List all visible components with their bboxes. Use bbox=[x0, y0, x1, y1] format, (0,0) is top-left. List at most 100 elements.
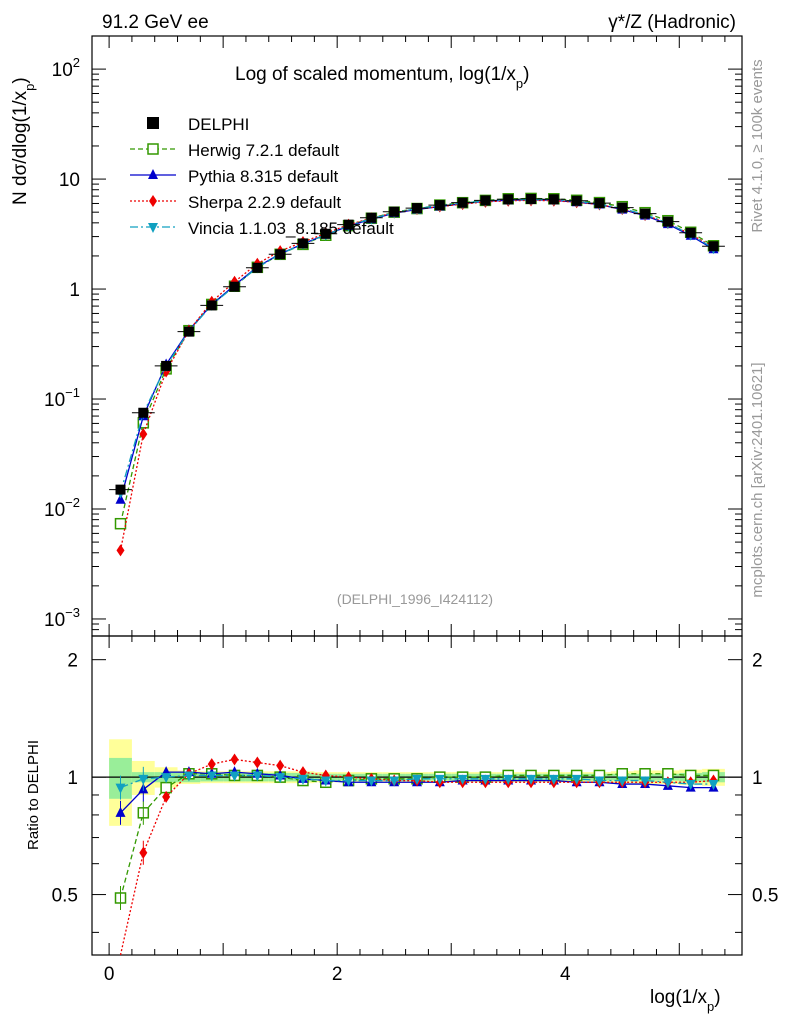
data-point bbox=[275, 249, 286, 260]
series-point-ratio bbox=[571, 774, 582, 785]
series-point-ratio bbox=[207, 758, 216, 771]
data-point bbox=[229, 281, 240, 292]
series-point-ratio bbox=[412, 774, 422, 785]
data-point bbox=[571, 195, 582, 206]
data-point bbox=[594, 198, 605, 209]
data-point bbox=[138, 407, 149, 418]
ratio-y-axis-label: Ratio to DELPHI bbox=[25, 740, 42, 850]
series-line-main-2 bbox=[119, 199, 714, 551]
series-point-ratio bbox=[297, 774, 308, 785]
series-point-ratio bbox=[526, 774, 537, 785]
y-tick-label: 102 bbox=[52, 55, 80, 81]
series-line-main-1 bbox=[119, 199, 714, 500]
legend-marker-3 bbox=[148, 223, 158, 233]
data-point bbox=[685, 227, 696, 238]
series-layer bbox=[114, 192, 720, 956]
series-point-main bbox=[116, 544, 125, 557]
data-point bbox=[206, 300, 217, 311]
series-point-main bbox=[115, 493, 126, 504]
legend-marker-2 bbox=[149, 195, 157, 207]
x-axis-label: log(1/xp) bbox=[650, 987, 721, 1014]
data-point bbox=[412, 203, 422, 214]
y-tick-label: 1 bbox=[69, 280, 80, 301]
legend-label-0: Herwig 7.2.1 default bbox=[188, 141, 339, 160]
y-tick-label: 10−2 bbox=[44, 495, 80, 521]
y-tick-label: 10−3 bbox=[44, 605, 80, 631]
data-point bbox=[662, 216, 673, 227]
series-point-ratio bbox=[183, 771, 194, 782]
series-point-ratio bbox=[343, 776, 354, 787]
series-point-ratio bbox=[457, 774, 468, 785]
data-point bbox=[708, 241, 719, 252]
data-point bbox=[343, 219, 354, 230]
series-point-ratio bbox=[162, 790, 171, 803]
series-line-main-0 bbox=[119, 197, 714, 524]
header-right-label: γ*/Z (Hadronic) bbox=[608, 12, 736, 33]
series-point-main bbox=[139, 428, 148, 441]
series-point-ratio bbox=[229, 771, 240, 782]
series-point-ratio bbox=[230, 753, 239, 766]
legend-data-label: DELPHI bbox=[188, 115, 249, 134]
data-point bbox=[526, 193, 537, 204]
series-point-ratio bbox=[252, 771, 263, 782]
data-point bbox=[366, 212, 377, 223]
data-point bbox=[320, 228, 331, 239]
data-point bbox=[503, 194, 514, 205]
series-point-ratio bbox=[640, 776, 651, 787]
legend-data-marker bbox=[147, 117, 159, 129]
data-point bbox=[480, 195, 491, 206]
rivet-label: Rivet 4.1.0, ≥ 100k events bbox=[749, 59, 766, 232]
mcplots-label: mcplots.cern.ch [arXiv:2401.10621] bbox=[749, 362, 766, 597]
data-point bbox=[389, 206, 400, 217]
data-point bbox=[183, 326, 194, 337]
ratio-y-tick-label: 0.5 bbox=[52, 886, 78, 907]
data-point bbox=[548, 194, 559, 205]
series-point-ratio bbox=[253, 756, 262, 769]
data-point bbox=[457, 197, 468, 208]
series-point-ratio bbox=[389, 776, 400, 787]
data-point bbox=[115, 484, 126, 495]
series-point-ratio bbox=[617, 776, 628, 787]
x-tick-label: 4 bbox=[560, 964, 571, 985]
axes-ticks: 0 2 4 10−3 10−2 10−1 1 10 102 0.5 0.5 1 1 2 2 bbox=[44, 35, 778, 985]
series-point-ratio bbox=[708, 780, 719, 791]
legend-label-1: Pythia 8.315 default bbox=[188, 167, 339, 186]
series-point-ratio bbox=[276, 759, 285, 772]
series-point-ratio bbox=[366, 776, 377, 787]
y-tick-label: 10 bbox=[59, 170, 80, 191]
data-point bbox=[252, 262, 263, 273]
ratio-y-tick-label-right: 0.5 bbox=[752, 886, 778, 907]
series-point-ratio bbox=[503, 774, 514, 785]
series-point-ratio bbox=[548, 774, 559, 785]
data-point bbox=[161, 360, 172, 371]
series-point-ratio bbox=[480, 774, 491, 785]
data-points-layer bbox=[109, 193, 725, 495]
legend-label-3: Vincia 1.1.03_8.185 default bbox=[188, 219, 394, 238]
data-point bbox=[617, 202, 628, 213]
series-point-ratio bbox=[320, 776, 331, 787]
main-y-axis-label: N dσ/dlog(1/xp) bbox=[10, 77, 37, 205]
series-point-ratio bbox=[434, 774, 445, 785]
series-point-ratio bbox=[275, 773, 286, 784]
series-point-ratio bbox=[662, 778, 673, 789]
ratio-y-tick-label: 1 bbox=[67, 768, 78, 789]
series-line-ratio-0 bbox=[119, 773, 714, 899]
ratio-y-tick-label-right: 1 bbox=[752, 768, 763, 789]
x-tick-label: 0 bbox=[104, 964, 115, 985]
legend: DELPHI Herwig 7.2.1 default Pythia 8.315 d… bbox=[130, 115, 394, 238]
data-point bbox=[434, 200, 445, 211]
chart-title: Log of scaled momentum, log(1/xp) bbox=[235, 64, 529, 91]
header-left-label: 91.2 GeV ee bbox=[102, 12, 209, 33]
legend-marker-1 bbox=[148, 169, 158, 179]
legend-label-2: Sherpa 2.2.9 default bbox=[188, 193, 341, 212]
ratio-y-tick-label: 2 bbox=[67, 651, 78, 672]
series-point-ratio bbox=[161, 773, 172, 784]
series-point-ratio bbox=[685, 780, 696, 791]
series-line-ratio-3 bbox=[120, 774, 714, 789]
analysis-tag: (DELPHI_1996_I424112) bbox=[337, 591, 493, 607]
ratio-y-tick-label-right: 2 bbox=[752, 651, 763, 672]
legend-marker-0 bbox=[147, 143, 159, 155]
ratio-plot-frame bbox=[91, 635, 743, 956]
y-tick-label: 10−1 bbox=[44, 385, 80, 411]
